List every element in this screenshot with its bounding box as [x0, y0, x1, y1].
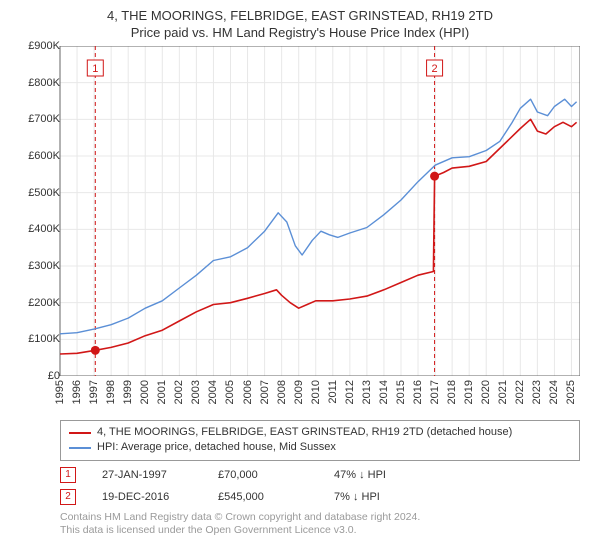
legend-label-hpi: HPI: Average price, detached house, Mid …: [97, 440, 336, 455]
chart-title-line1: 4, THE MOORINGS, FELBRIDGE, EAST GRINSTE…: [8, 8, 592, 25]
x-tick-label: 2003: [190, 380, 202, 404]
sale-delta-1: 47% ↓ HPI: [334, 469, 424, 481]
x-tick-label: 2001: [156, 380, 168, 404]
x-tick-label: 2017: [429, 380, 441, 404]
legend-label-price-paid: 4, THE MOORINGS, FELBRIDGE, EAST GRINSTE…: [97, 425, 512, 440]
legend-item-price-paid: 4, THE MOORINGS, FELBRIDGE, EAST GRINSTE…: [69, 425, 571, 440]
chart-svg: 12: [20, 46, 580, 376]
svg-text:2: 2: [432, 63, 438, 75]
chart-title-line2: Price paid vs. HM Land Registry's House …: [8, 25, 592, 40]
x-tick-label: 2023: [531, 380, 543, 404]
x-tick-label: 1996: [71, 380, 83, 404]
x-tick-label: 2012: [344, 380, 356, 404]
y-tick-label: £100K: [28, 333, 60, 345]
x-tick-label: 1995: [54, 380, 66, 404]
y-tick-label: £200K: [28, 297, 60, 309]
y-tick-label: £800K: [28, 77, 60, 89]
x-tick-label: 2000: [139, 380, 151, 404]
x-tick-label: 2016: [412, 380, 424, 404]
y-tick-label: £900K: [28, 40, 60, 52]
x-tick-label: 2024: [548, 380, 560, 404]
attribution-text: Contains HM Land Registry data © Crown c…: [60, 511, 580, 538]
sale-delta-2: 7% ↓ HPI: [334, 491, 424, 503]
x-tick-label: 2002: [173, 380, 185, 404]
x-tick-label: 2022: [514, 380, 526, 404]
x-tick-label: 2011: [327, 380, 339, 404]
y-tick-label: £700K: [28, 113, 60, 125]
svg-text:1: 1: [92, 63, 98, 75]
attribution-line2: This data is licensed under the Open Gov…: [60, 524, 580, 538]
x-tick-label: 2015: [395, 380, 407, 404]
chart-container: 4, THE MOORINGS, FELBRIDGE, EAST GRINSTE…: [0, 0, 600, 560]
x-tick-label: 2008: [276, 380, 288, 404]
sale-price-1: £70,000: [218, 469, 308, 481]
legend-box: 4, THE MOORINGS, FELBRIDGE, EAST GRINSTE…: [60, 420, 580, 461]
sale-date-2: 19-DEC-2016: [102, 491, 192, 503]
x-tick-label: 1997: [88, 380, 100, 404]
y-tick-label: £300K: [28, 260, 60, 272]
legend-swatch-hpi: [69, 447, 91, 449]
sales-table: 1 27-JAN-1997 £70,000 47% ↓ HPI 2 19-DEC…: [60, 467, 580, 505]
sale-marker-1-icon: 1: [60, 467, 76, 483]
x-tick-label: 2013: [361, 380, 373, 404]
sale-date-1: 27-JAN-1997: [102, 469, 192, 481]
chart-plot-area: £0£100K£200K£300K£400K£500K£600K£700K£80…: [20, 46, 580, 376]
x-tick-label: 2010: [310, 380, 322, 404]
y-tick-label: £500K: [28, 187, 60, 199]
x-tick-label: 1999: [122, 380, 134, 404]
x-tick-label: 1998: [105, 380, 117, 404]
sale-price-2: £545,000: [218, 491, 308, 503]
attribution-line1: Contains HM Land Registry data © Crown c…: [60, 511, 580, 525]
x-tick-label: 2020: [480, 380, 492, 404]
x-tick-label: 2009: [293, 380, 305, 404]
sales-row-1: 1 27-JAN-1997 £70,000 47% ↓ HPI: [60, 467, 580, 483]
x-tick-label: 2018: [446, 380, 458, 404]
y-tick-label: £400K: [28, 223, 60, 235]
x-tick-label: 2025: [565, 380, 577, 404]
x-axis-labels: 1995199619971998199920002001200220032004…: [60, 376, 580, 416]
legend-swatch-price-paid: [69, 432, 91, 434]
x-tick-label: 2004: [207, 380, 219, 404]
legend-item-hpi: HPI: Average price, detached house, Mid …: [69, 440, 571, 455]
sale-marker-2-icon: 2: [60, 489, 76, 505]
x-tick-label: 2005: [224, 380, 236, 404]
x-tick-label: 2007: [259, 380, 271, 404]
x-tick-label: 2006: [242, 380, 254, 404]
x-tick-label: 2021: [497, 380, 509, 404]
x-tick-label: 2014: [378, 380, 390, 404]
sales-row-2: 2 19-DEC-2016 £545,000 7% ↓ HPI: [60, 489, 580, 505]
y-tick-label: £600K: [28, 150, 60, 162]
x-tick-label: 2019: [463, 380, 475, 404]
